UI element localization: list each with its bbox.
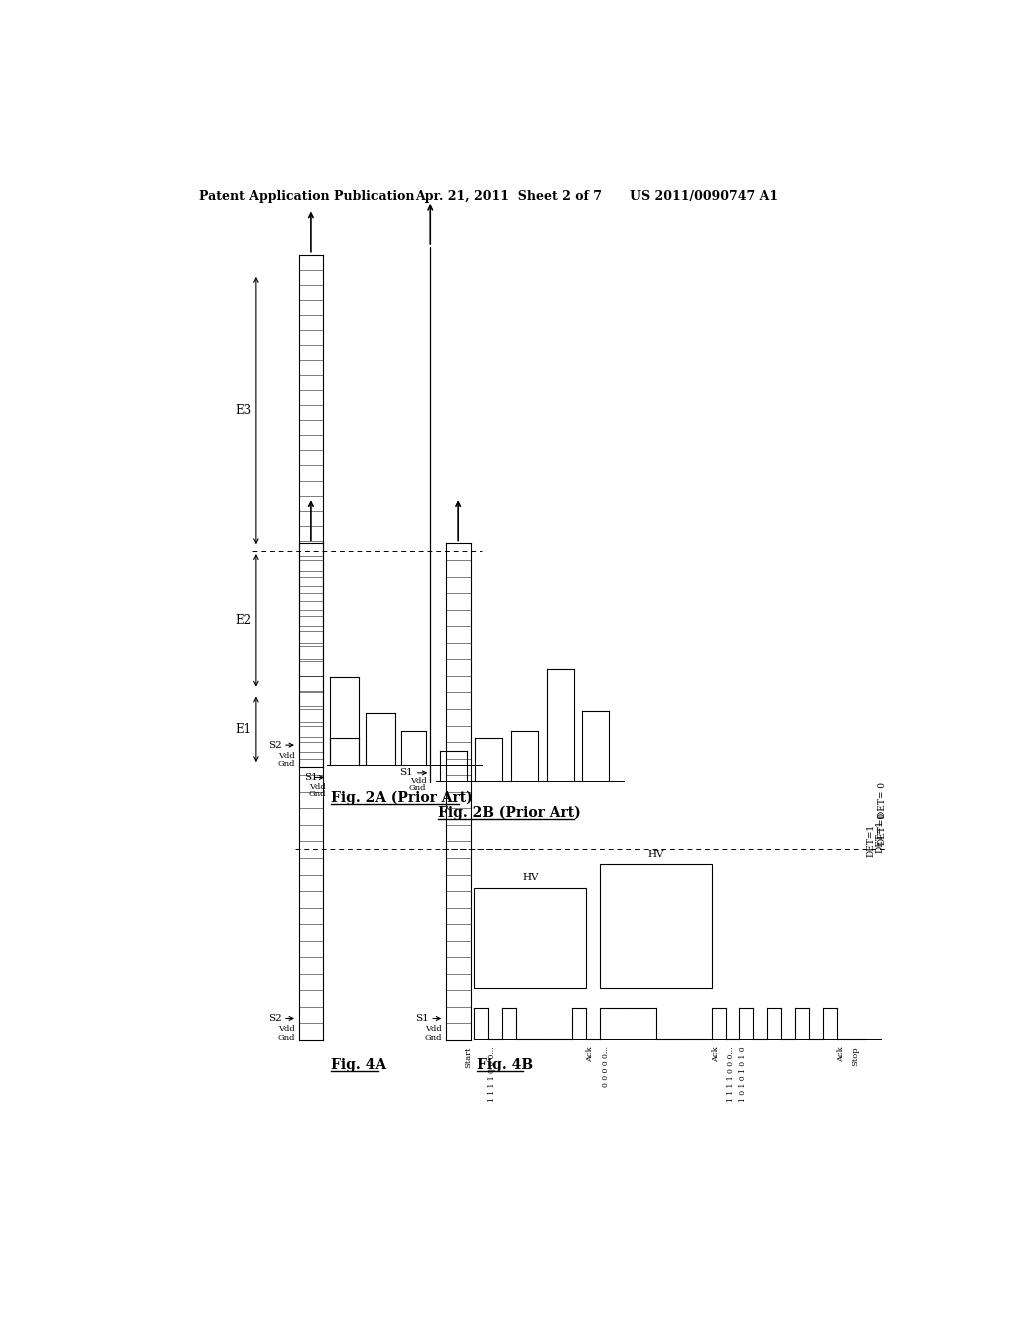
Text: Start: Start — [464, 1047, 472, 1068]
Text: Fig. 2B (Prior Art): Fig. 2B (Prior Art) — [438, 805, 581, 820]
Text: Gnd: Gnd — [409, 784, 426, 792]
Text: HV: HV — [522, 874, 539, 882]
Text: E3: E3 — [236, 404, 251, 417]
Text: Stop: Stop — [851, 1047, 859, 1065]
Text: E1: E1 — [236, 723, 251, 735]
Text: S1: S1 — [415, 1014, 429, 1023]
Text: Gnd: Gnd — [308, 791, 326, 799]
Text: Ack: Ack — [838, 1047, 845, 1063]
Text: S1: S1 — [304, 774, 317, 781]
Text: Ack: Ack — [586, 1047, 594, 1063]
Text: S2: S2 — [267, 1014, 282, 1023]
Text: Vdd: Vdd — [410, 776, 426, 784]
Text: Vdd: Vdd — [278, 1026, 295, 1034]
Text: DET= 0: DET= 0 — [878, 783, 887, 818]
Text: 1 1 1 1 0 0 0...: 1 1 1 1 0 0 0... — [488, 1047, 497, 1102]
Text: Gnd: Gnd — [424, 1034, 442, 1041]
Text: Fig. 4A: Fig. 4A — [331, 1057, 386, 1072]
Text: 0 0 0 0 0...: 0 0 0 0 0... — [601, 1047, 609, 1088]
Text: 1 1 1 1 0 0 0...: 1 1 1 1 0 0 0... — [727, 1047, 735, 1102]
Text: Patent Application Publication: Patent Application Publication — [200, 190, 415, 203]
Text: Gnd: Gnd — [278, 1034, 295, 1041]
Text: DET=0: DET=0 — [878, 812, 887, 845]
Text: US 2011/0090747 A1: US 2011/0090747 A1 — [630, 190, 778, 203]
Bar — [600, 865, 712, 987]
Text: DET=1: DET=1 — [876, 820, 884, 853]
Text: S2: S2 — [267, 741, 282, 750]
Text: Vdd: Vdd — [278, 752, 295, 760]
Text: DET=1: DET=1 — [866, 824, 876, 857]
Text: E2: E2 — [236, 614, 251, 627]
Text: Vdd: Vdd — [425, 1026, 442, 1034]
Bar — [474, 887, 586, 987]
Text: Fig. 4B: Fig. 4B — [477, 1057, 532, 1072]
Text: 1 0 1 0 1 0 1 0: 1 0 1 0 1 0 1 0 — [739, 1047, 748, 1102]
Text: Gnd: Gnd — [278, 760, 295, 768]
Text: Vdd: Vdd — [309, 783, 326, 791]
Text: HV: HV — [647, 850, 664, 859]
Text: Fig. 2A (Prior Art): Fig. 2A (Prior Art) — [331, 791, 473, 805]
Text: Apr. 21, 2011  Sheet 2 of 7: Apr. 21, 2011 Sheet 2 of 7 — [415, 190, 602, 203]
Text: S1: S1 — [399, 768, 414, 777]
Text: Ack: Ack — [712, 1047, 720, 1063]
